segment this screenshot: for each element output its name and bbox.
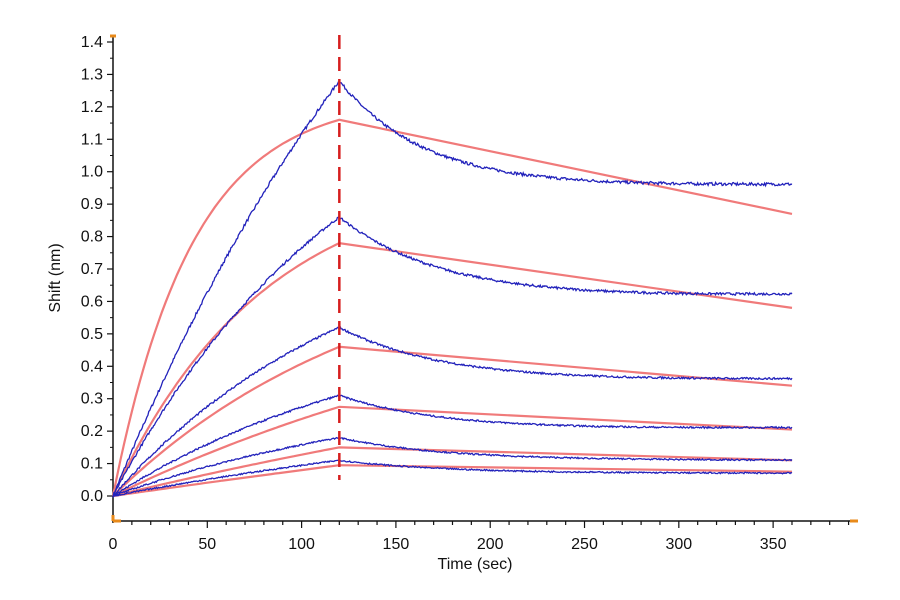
- measured-curve-6: [112, 459, 793, 497]
- measured-curve-4: [112, 394, 793, 497]
- x-tick-label: 150: [383, 536, 410, 553]
- y-axis-title: Shift (nm): [47, 243, 64, 312]
- x-tick-label: 50: [198, 536, 216, 553]
- y-tick-label: 0.3: [81, 391, 103, 408]
- fit-curves: [111, 118, 793, 498]
- y-tick-label: 0.5: [81, 326, 103, 343]
- y-tick-label: 0.9: [81, 196, 103, 213]
- y-tick-label: 0.4: [81, 358, 103, 375]
- measured-curve-5: [112, 435, 793, 498]
- x-tick-label: 250: [571, 536, 598, 553]
- y-tick-label: 0.8: [81, 229, 103, 246]
- y-tick-label: 1.2: [81, 99, 103, 116]
- fit-curve-1: [111, 118, 793, 497]
- measured-curve-3: [112, 326, 793, 496]
- y-tick-label: 0.1: [81, 456, 103, 473]
- x-axis-title: Time (sec): [438, 556, 513, 573]
- x-tick-label: 300: [665, 536, 692, 553]
- y-tick-label: 1.4: [81, 34, 103, 51]
- x-tick-label: 200: [477, 536, 504, 553]
- chart-ticks: 0.0 0.1 0.2 0.3 0.4 0.5 0.6 0.7 0.8 0.9 1.0 1.1 1.2 1…: [81, 34, 850, 553]
- y-tick-label: 1.3: [81, 66, 103, 83]
- measured-curve-1: [112, 81, 793, 498]
- y-tick-label: 0.7: [81, 261, 103, 278]
- measured-curves: [112, 81, 793, 498]
- fit-curve-5: [112, 446, 793, 498]
- y-tick-label: 0.6: [81, 293, 103, 310]
- fit-curve-3: [112, 345, 793, 497]
- x-tick-label: 100: [288, 536, 315, 553]
- chart-axes: [110, 34, 858, 523]
- fit-curve-4: [112, 405, 793, 497]
- y-tick-label: 0.0: [81, 488, 103, 505]
- x-tick-label: 350: [760, 536, 787, 553]
- fit-curve-6: [112, 464, 793, 498]
- y-tick-label: 1.0: [81, 164, 103, 181]
- measured-curve-2: [112, 216, 793, 497]
- y-tick-label: 1.1: [81, 131, 103, 148]
- x-tick-label: 0: [109, 536, 118, 553]
- y-tick-label: 0.2: [81, 423, 103, 440]
